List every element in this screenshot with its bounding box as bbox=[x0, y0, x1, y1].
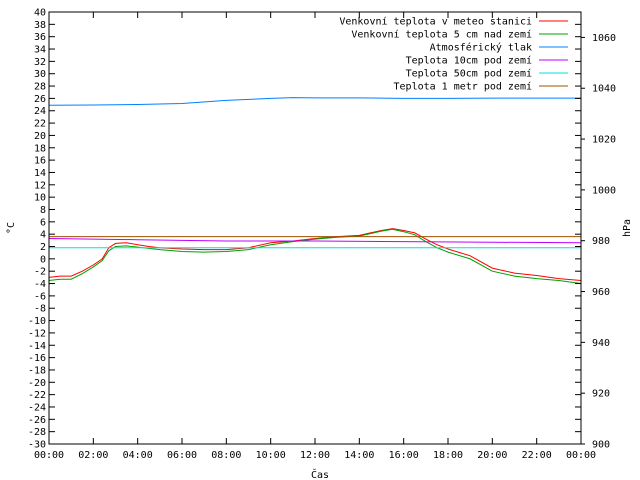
y-tick-label: -26 bbox=[28, 415, 46, 426]
y-tick-label: 2 bbox=[40, 242, 46, 253]
y2-tick-label: 1020 bbox=[592, 135, 616, 146]
y-tick-label: -6 bbox=[34, 291, 46, 302]
y-tick-label: 32 bbox=[34, 57, 46, 68]
y-axis-ticks: 4038363432302826242220181614121086420-2-… bbox=[28, 8, 581, 451]
x-tick-label: 16:00 bbox=[389, 450, 419, 461]
legend-label: Venkovní teplota v meteo stanici bbox=[339, 16, 532, 28]
legend: Venkovní teplota v meteo staniciVenkovní… bbox=[339, 16, 568, 93]
legend-label: Atmosférický tlak bbox=[430, 42, 532, 54]
y-tick-label: -18 bbox=[28, 365, 46, 376]
y2-tick-label: 920 bbox=[592, 389, 610, 400]
y2-tick-label: 980 bbox=[592, 236, 610, 247]
y-tick-label: -22 bbox=[28, 390, 46, 401]
y-tick-label: 20 bbox=[34, 131, 46, 142]
x-tick-label: 12:00 bbox=[300, 450, 330, 461]
x-tick-label: 20:00 bbox=[477, 450, 507, 461]
legend-label: Teplota 10cm pod zemí bbox=[406, 55, 532, 67]
x-axis-ticks: 00:00 02:00 04:00 06:00 08:00 10:00 12:00 14:00… bbox=[34, 12, 596, 461]
y-tick-label: -12 bbox=[28, 328, 46, 339]
legend-label: Venkovní teplota 5 cm nad zemí bbox=[351, 29, 532, 41]
y-tick-label: 12 bbox=[34, 180, 46, 191]
y-tick-label: 24 bbox=[34, 106, 46, 117]
legend-label: Teplota 50cm pod zemí bbox=[406, 68, 532, 80]
y-tick-label: -14 bbox=[28, 341, 46, 352]
x-tick-label: 04:00 bbox=[123, 450, 153, 461]
y2-axis-ticks: 1060 1040 1020 1000 980 960 940 920 900 bbox=[581, 33, 616, 451]
y2-axis-label: hPa bbox=[622, 219, 633, 237]
y-tick-label: 0 bbox=[40, 254, 46, 265]
y-tick-label: -8 bbox=[34, 304, 46, 315]
y-tick-label: -30 bbox=[28, 440, 46, 451]
y-tick-label: 8 bbox=[40, 205, 46, 216]
legend-label: Teplota 1 metr pod zemí bbox=[394, 81, 532, 93]
series-lines bbox=[48, 97, 582, 284]
x-tick-label: 02:00 bbox=[78, 450, 108, 461]
y-tick-label: -4 bbox=[34, 279, 46, 290]
y2-tick-label: 940 bbox=[592, 338, 610, 349]
y2-tick-label: 1060 bbox=[592, 33, 616, 44]
x-tick-label: 22:00 bbox=[522, 450, 552, 461]
x-tick-label: 06:00 bbox=[167, 450, 197, 461]
y-tick-label: -16 bbox=[28, 353, 46, 364]
y2-tick-label: 1040 bbox=[592, 84, 616, 95]
series-line-4 bbox=[48, 238, 582, 244]
y-tick-label: 22 bbox=[34, 119, 46, 130]
y-tick-label: -24 bbox=[28, 402, 46, 413]
x-tick-label: 14:00 bbox=[344, 450, 374, 461]
y-tick-label: -10 bbox=[28, 316, 46, 327]
x-tick-label: 08:00 bbox=[211, 450, 241, 461]
series-line-2 bbox=[48, 228, 582, 284]
y-tick-label: 16 bbox=[34, 156, 46, 167]
y-tick-label: 28 bbox=[34, 82, 46, 93]
y-tick-label: 4 bbox=[40, 230, 46, 241]
y-tick-label: 40 bbox=[34, 8, 46, 19]
y-tick-label: 26 bbox=[34, 94, 46, 105]
x-axis-label: Čas bbox=[311, 468, 329, 480]
y-axis-label: °C bbox=[6, 222, 17, 234]
y2-tick-label: 960 bbox=[592, 287, 610, 298]
x-tick-label: 10:00 bbox=[256, 450, 286, 461]
x-tick-label: 00:00 bbox=[566, 450, 596, 461]
y-tick-label: 36 bbox=[34, 32, 46, 43]
series-line-3 bbox=[48, 97, 581, 106]
y-tick-label: 6 bbox=[40, 217, 46, 228]
y-tick-label: -28 bbox=[28, 427, 46, 438]
y-tick-label: 18 bbox=[34, 143, 46, 154]
y-tick-label: 30 bbox=[34, 69, 46, 80]
y-tick-label: 10 bbox=[34, 193, 46, 204]
y-tick-label: 38 bbox=[34, 20, 46, 31]
y-tick-label: 14 bbox=[34, 168, 46, 179]
y2-tick-label: 1000 bbox=[592, 185, 616, 196]
x-tick-label: 00:00 bbox=[34, 450, 64, 461]
y2-tick-label: 900 bbox=[592, 440, 610, 451]
y-tick-label: 34 bbox=[34, 45, 46, 56]
y-tick-label: -2 bbox=[34, 267, 46, 278]
y-tick-label: -20 bbox=[28, 378, 46, 389]
x-tick-label: 18:00 bbox=[433, 450, 463, 461]
